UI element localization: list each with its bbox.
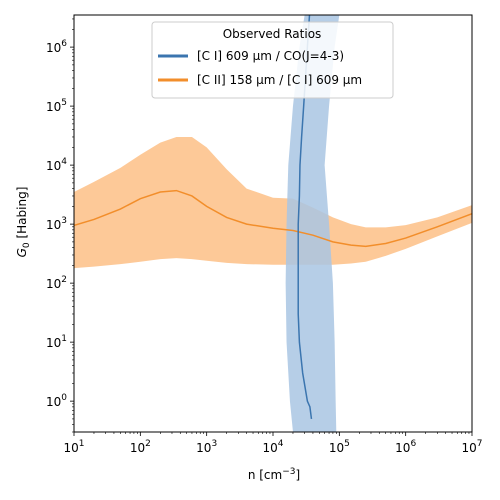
legend-box — [151, 21, 394, 99]
y-axis-label-subscript: 0 — [22, 242, 32, 248]
y-tick-label: 102 — [46, 275, 67, 291]
plot-layer — [74, 15, 472, 432]
x-tick-label: 107 — [461, 439, 482, 455]
y-tick-label: 103 — [46, 216, 67, 232]
band-cii-ci — [74, 136, 472, 269]
x-axis-label-close: ] — [295, 468, 300, 482]
x-tick-label: 104 — [262, 439, 283, 455]
x-axis-label-exponent: −3 — [282, 467, 295, 477]
x-axis-label-main: n [cm — [248, 468, 282, 482]
y-axis-label-rest: [Habing] — [15, 187, 29, 243]
x-tick-label: 101 — [63, 439, 84, 455]
legend-label-cii-ci: [C II] 158 μm / [C I] 609 μm — [197, 73, 362, 87]
line-cii-ci — [74, 189, 472, 248]
x-tick-label: 102 — [130, 439, 151, 455]
x-tick-label: 103 — [196, 439, 217, 455]
line-ci-co — [297, 15, 313, 420]
y-tick-label: 104 — [46, 157, 67, 173]
y-tick-label: 106 — [46, 39, 67, 55]
legend-title: Observed Ratios — [223, 27, 322, 41]
x-tick-label: 106 — [395, 439, 416, 455]
tick-layer: 101 102 103 104 105 106 107 100 101 102 103 104 105 1… — [46, 18, 483, 455]
x-axis-label: n [cm−3] — [248, 467, 300, 482]
legend-label-ci-co: [C I] 609 μm / CO(J=4-3) — [197, 49, 344, 63]
y-axis-label: G0 [Habing] — [15, 187, 32, 258]
y-axis-label-main: G — [15, 248, 29, 257]
y-tick-label: 105 — [46, 98, 67, 114]
legend: Observed Ratios [C I] 609 μm / CO(J=4-3)… — [151, 21, 394, 99]
x-tick-label: 105 — [329, 439, 350, 455]
y-tick-label: 100 — [46, 393, 67, 409]
y-tick-label: 101 — [46, 334, 67, 350]
